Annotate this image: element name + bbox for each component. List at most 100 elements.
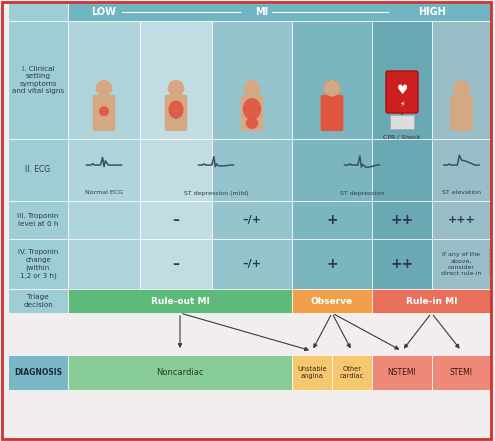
Bar	[140, 21, 212, 139]
Bar	[329, 92, 336, 99]
Bar	[68, 201, 140, 239]
Circle shape	[245, 81, 260, 96]
Text: Rule-in MI: Rule-in MI	[406, 296, 457, 306]
Text: ST depression: ST depression	[340, 191, 384, 195]
Text: –: –	[172, 213, 180, 227]
Bar	[292, 21, 372, 139]
Bar	[68, 289, 292, 313]
Text: I. Clinical
setting
symptoms
and vital signs: I. Clinical setting symptoms and vital s…	[12, 66, 64, 94]
Bar	[372, 355, 432, 390]
Circle shape	[324, 81, 340, 96]
Text: NSTEMI: NSTEMI	[388, 368, 416, 377]
Bar	[8, 313, 491, 355]
Bar	[8, 139, 68, 201]
Bar	[432, 239, 491, 289]
Bar	[8, 355, 68, 390]
Ellipse shape	[247, 118, 257, 128]
Text: ++: ++	[391, 213, 414, 227]
Bar	[292, 239, 372, 289]
Text: –: –	[172, 257, 180, 271]
Text: III. Troponin
level at 0 h: III. Troponin level at 0 h	[17, 213, 59, 227]
Text: ⚡: ⚡	[399, 99, 405, 108]
Text: LOW: LOW	[92, 7, 116, 17]
Text: +++: +++	[447, 215, 475, 225]
Bar	[332, 355, 372, 390]
Text: If any of the
above,
consider
direct rule-in: If any of the above, consider direct rul…	[442, 252, 482, 276]
Bar	[292, 139, 372, 201]
Bar	[212, 139, 292, 201]
Circle shape	[324, 81, 340, 96]
Text: Normal ECG: Normal ECG	[85, 191, 123, 195]
Text: ST elevation: ST elevation	[442, 191, 481, 195]
Bar	[140, 139, 212, 201]
Text: Other
cardiac: Other cardiac	[340, 366, 364, 379]
Bar	[372, 289, 491, 313]
Bar	[432, 201, 491, 239]
Text: HIGH: HIGH	[418, 7, 446, 17]
Text: IV. Troponin
change
(within
1,2 or 3 h): IV. Troponin change (within 1,2 or 3 h)	[18, 249, 58, 279]
Bar	[292, 355, 332, 390]
Bar	[140, 239, 212, 289]
Bar	[8, 201, 68, 239]
Circle shape	[454, 81, 469, 96]
Text: Observe: Observe	[311, 296, 353, 306]
Bar	[8, 289, 68, 313]
Bar	[390, 115, 414, 129]
Bar	[372, 239, 432, 289]
FancyBboxPatch shape	[450, 95, 473, 131]
Bar	[432, 21, 491, 139]
Bar	[372, 139, 432, 201]
Text: ++: ++	[391, 257, 414, 271]
Bar	[432, 355, 491, 390]
Text: Noncardiac: Noncardiac	[156, 368, 204, 377]
Bar	[212, 239, 292, 289]
FancyBboxPatch shape	[165, 95, 187, 131]
FancyBboxPatch shape	[93, 95, 115, 131]
Text: –/+: –/+	[243, 215, 261, 225]
Text: CPR / Shock: CPR / Shock	[383, 135, 421, 139]
Bar	[212, 201, 292, 239]
Text: DIAGNOSIS: DIAGNOSIS	[14, 368, 62, 377]
Circle shape	[324, 81, 340, 96]
Bar	[432, 139, 491, 201]
Bar	[8, 239, 68, 289]
Bar	[8, 3, 68, 21]
Text: Unstable
angina: Unstable angina	[297, 366, 327, 379]
Circle shape	[168, 81, 184, 96]
Text: ♥: ♥	[396, 84, 407, 97]
Text: +: +	[326, 257, 338, 271]
Bar	[140, 201, 212, 239]
Bar	[173, 92, 179, 99]
Bar	[372, 21, 432, 139]
FancyBboxPatch shape	[321, 95, 344, 131]
Text: ST depression (mild): ST depression (mild)	[184, 191, 248, 195]
Text: Triage
decision: Triage decision	[23, 294, 53, 308]
Ellipse shape	[244, 99, 260, 119]
Bar	[458, 92, 465, 99]
Bar	[212, 21, 292, 139]
Text: MI: MI	[255, 7, 269, 17]
Text: STEMI: STEMI	[450, 368, 473, 377]
Text: II. ECG: II. ECG	[25, 165, 50, 175]
Bar	[372, 201, 432, 239]
FancyBboxPatch shape	[321, 95, 344, 131]
Bar	[292, 289, 372, 313]
Ellipse shape	[169, 101, 183, 118]
FancyBboxPatch shape	[386, 71, 418, 113]
Bar	[292, 201, 372, 239]
Text: –/+: –/+	[243, 259, 261, 269]
Bar	[8, 21, 68, 139]
Bar	[68, 3, 491, 21]
Bar	[68, 239, 140, 289]
Text: ESC 2020: ESC 2020	[490, 248, 495, 274]
Text: Rule-out MI: Rule-out MI	[150, 296, 209, 306]
Bar	[68, 139, 140, 201]
Circle shape	[97, 81, 112, 96]
Bar	[248, 92, 255, 99]
Bar	[68, 21, 140, 139]
Bar	[100, 92, 107, 99]
Text: +: +	[326, 213, 338, 227]
Circle shape	[100, 107, 108, 116]
Bar	[68, 355, 292, 390]
FancyBboxPatch shape	[241, 95, 263, 131]
